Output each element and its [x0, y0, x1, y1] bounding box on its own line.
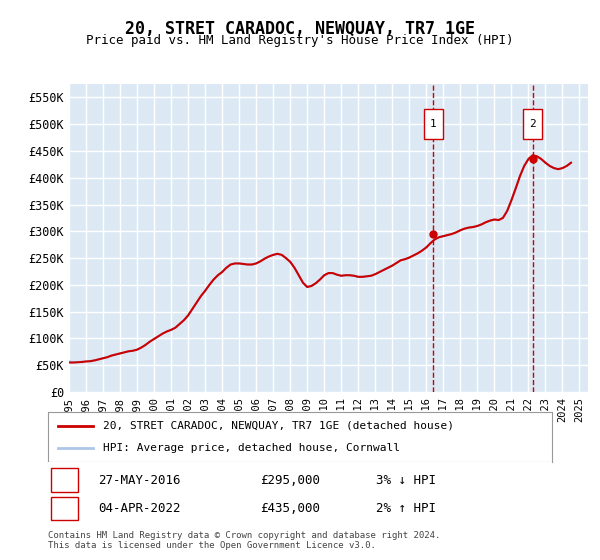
Text: 2: 2	[61, 502, 68, 515]
Text: 2: 2	[529, 119, 536, 129]
FancyBboxPatch shape	[50, 497, 78, 520]
FancyBboxPatch shape	[523, 109, 542, 139]
Text: 2% ↑ HPI: 2% ↑ HPI	[376, 502, 436, 515]
FancyBboxPatch shape	[50, 468, 78, 492]
Text: HPI: Average price, detached house, Cornwall: HPI: Average price, detached house, Corn…	[103, 443, 400, 453]
Text: £435,000: £435,000	[260, 502, 320, 515]
Text: £295,000: £295,000	[260, 474, 320, 487]
Text: 20, STRET CARADOC, NEWQUAY, TR7 1GE (detached house): 20, STRET CARADOC, NEWQUAY, TR7 1GE (det…	[103, 421, 454, 431]
Text: 1: 1	[61, 474, 68, 487]
FancyBboxPatch shape	[424, 109, 443, 139]
Text: Contains HM Land Registry data © Crown copyright and database right 2024.
This d: Contains HM Land Registry data © Crown c…	[48, 531, 440, 550]
Text: 27-MAY-2016: 27-MAY-2016	[98, 474, 181, 487]
Text: 04-APR-2022: 04-APR-2022	[98, 502, 181, 515]
Text: Price paid vs. HM Land Registry's House Price Index (HPI): Price paid vs. HM Land Registry's House …	[86, 34, 514, 46]
Text: 3% ↓ HPI: 3% ↓ HPI	[376, 474, 436, 487]
Text: 1: 1	[430, 119, 437, 129]
Text: 20, STRET CARADOC, NEWQUAY, TR7 1GE: 20, STRET CARADOC, NEWQUAY, TR7 1GE	[125, 20, 475, 38]
